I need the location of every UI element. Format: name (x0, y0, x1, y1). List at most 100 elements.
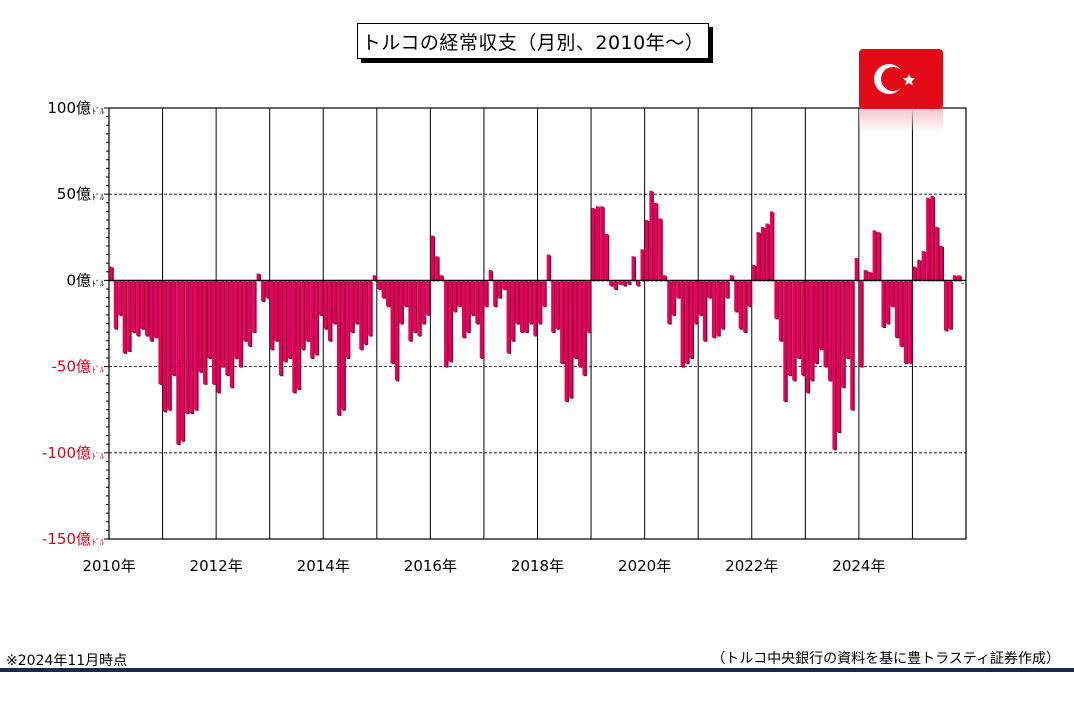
bar (546, 254, 550, 281)
bar (555, 280, 559, 329)
bar (176, 280, 180, 445)
bar (381, 280, 385, 298)
bar (394, 280, 399, 381)
bar (859, 280, 863, 367)
bar (354, 280, 359, 324)
bar (261, 280, 265, 302)
bar (140, 280, 144, 329)
bar (408, 280, 412, 341)
bar (319, 280, 323, 315)
bar (180, 280, 184, 441)
bar (667, 280, 671, 324)
bar (560, 280, 564, 364)
bar (466, 280, 470, 333)
bar (805, 280, 809, 393)
bar (203, 280, 207, 384)
bar (269, 280, 274, 350)
bar (194, 280, 198, 410)
bar (756, 232, 760, 281)
x-tick-label: 2020年 (618, 557, 671, 575)
bar (426, 280, 430, 315)
bar (145, 280, 149, 336)
bar (676, 280, 680, 298)
bar (265, 280, 269, 298)
bar (943, 280, 948, 331)
flag-reflection (859, 109, 943, 133)
bar (671, 280, 675, 315)
bar (872, 230, 876, 281)
bar (743, 280, 747, 333)
bar (631, 256, 635, 281)
chart-title: トルコの経常収支（月別、2010年～） (361, 31, 705, 54)
bar (417, 280, 421, 336)
bar (448, 280, 452, 362)
bar (823, 280, 827, 367)
bar (287, 280, 292, 358)
bar (877, 232, 881, 281)
bar (591, 207, 595, 281)
bar (935, 226, 939, 281)
bar (225, 280, 229, 376)
bar (725, 280, 729, 298)
bar (470, 280, 475, 315)
bar (711, 280, 716, 338)
bar (658, 218, 662, 281)
bar (573, 280, 577, 358)
bar (430, 235, 434, 281)
bar (412, 280, 417, 333)
bar (537, 280, 542, 324)
bar (912, 266, 917, 281)
bar (131, 280, 135, 333)
bar (738, 280, 742, 329)
bar (363, 280, 367, 345)
bar (765, 223, 769, 281)
bar (622, 280, 626, 286)
y-tick-unit: ﾄﾞﾙ (92, 366, 104, 375)
bar (899, 280, 903, 346)
bar (341, 280, 345, 410)
bar (323, 280, 327, 329)
bar (511, 280, 515, 341)
bar (479, 280, 484, 358)
bar (113, 280, 118, 329)
bar (827, 280, 832, 381)
y-tick-unit: ﾄﾞﾙ (92, 279, 104, 288)
bar (403, 280, 408, 307)
bar (707, 280, 711, 298)
bar (127, 280, 131, 352)
bar (314, 280, 318, 355)
bar (524, 280, 528, 333)
bar (399, 280, 403, 324)
bar (292, 280, 296, 393)
bar (305, 280, 309, 341)
bar (301, 280, 305, 350)
bar (801, 280, 805, 376)
bar (720, 280, 725, 329)
bar (604, 233, 609, 281)
chart-title-box: トルコの経常収支（月別、2010年～） (357, 23, 709, 59)
bar (345, 280, 350, 358)
bar (926, 197, 930, 281)
bar (836, 280, 841, 433)
bar (689, 280, 693, 358)
bar (207, 280, 211, 358)
bar (582, 280, 586, 376)
bar (216, 280, 220, 393)
axes (104, 107, 966, 540)
turkey-flag-icon (859, 49, 943, 109)
x-tick-label: 2018年 (511, 557, 564, 575)
x-tick-label: 2010年 (82, 557, 135, 575)
bar (153, 280, 158, 338)
bar (586, 280, 591, 333)
bar (752, 264, 756, 281)
bar (783, 280, 787, 402)
bar (118, 280, 122, 315)
bar (247, 280, 251, 346)
y-tick-unit: ﾄﾞﾙ (92, 107, 104, 116)
bar (461, 280, 466, 338)
y-tick-label: -150億 (42, 530, 91, 548)
bar (854, 257, 858, 281)
bar (903, 280, 908, 364)
bar (386, 280, 390, 307)
bar (868, 271, 872, 281)
